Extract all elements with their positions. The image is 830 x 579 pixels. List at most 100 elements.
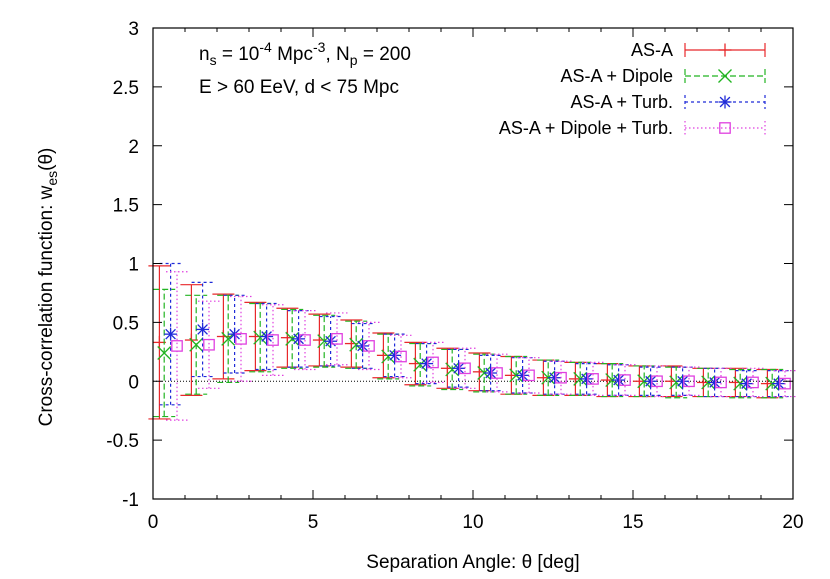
data-point: [331, 333, 343, 345]
data-point: [708, 375, 722, 389]
data-point: [196, 322, 210, 336]
x-axis-label: Separation Angle: θ [deg]: [366, 552, 579, 573]
series-layer: [148, 262, 796, 421]
data-point: [292, 332, 306, 346]
data-point: [363, 340, 375, 352]
error-bar: [550, 360, 572, 395]
error-bar: [166, 271, 188, 421]
error-bar: [633, 365, 656, 398]
data-point: [171, 340, 183, 352]
error-bar: [537, 359, 560, 396]
data-point: [420, 357, 434, 371]
data-point: [395, 350, 407, 363]
y-tick-label: 2: [128, 137, 139, 158]
y-axis-label-sub: es: [44, 171, 60, 186]
data-point: [427, 356, 439, 369]
y-tick-label: -1: [122, 490, 139, 511]
error-bar: [774, 370, 796, 398]
data-point: [548, 371, 562, 385]
error-bar: [422, 341, 444, 384]
data-point: [669, 375, 684, 390]
x-tick-label: 10: [462, 512, 483, 533]
error-bar: [569, 361, 592, 396]
error-bar: [390, 334, 412, 379]
data-point: [612, 373, 626, 387]
legend-marker: [718, 43, 732, 57]
annot-eq2: = 200: [358, 44, 411, 65]
annot-mid: , N: [325, 44, 349, 65]
data-point: [644, 374, 658, 388]
legend-marker: [719, 122, 731, 134]
error-bar: [313, 314, 336, 368]
error-bar: [678, 366, 700, 396]
data-point: [235, 333, 247, 345]
y-tick-label: 0: [128, 372, 139, 393]
x-tick-label: 15: [622, 512, 643, 533]
annot-eq1: = 10: [217, 44, 260, 65]
data-point: [388, 348, 402, 362]
data-point: [587, 373, 599, 385]
error-bar: [159, 262, 182, 406]
legend-label: AS-A + Turb.: [570, 92, 673, 112]
data-point: [228, 327, 242, 341]
data-point: [445, 362, 460, 377]
legend-label: AS-A: [631, 40, 673, 60]
y-tick-label: 2.5: [113, 78, 139, 99]
axis-ticks: [152, 27, 794, 500]
data-point: [484, 366, 498, 380]
error-bar: [249, 302, 272, 373]
error-bar: [710, 367, 732, 398]
data-point: [452, 361, 466, 375]
data-point: [580, 372, 594, 386]
y-tick-labels: -1 -0.5 0 0.5 1 1.5 2 2.5 3: [106, 19, 139, 511]
error-bar: [294, 310, 316, 371]
data-point: [516, 368, 530, 382]
annot-exp2: -3: [313, 39, 326, 55]
data-point: [267, 334, 279, 346]
data-point: [299, 334, 311, 346]
legend-entry: AS-A: [631, 40, 766, 60]
annot-n: n: [199, 44, 210, 65]
legend-label: AS-A + Dipole + Turb.: [499, 118, 673, 138]
series-2: [159, 262, 790, 406]
x-tick-label: 5: [308, 512, 319, 533]
y-tick-label: -0.5: [106, 431, 139, 452]
y-tick-label: 0.5: [113, 313, 139, 334]
y-tick-label: 1.5: [113, 196, 139, 217]
data-point: [555, 371, 567, 384]
data-point: [356, 339, 370, 353]
x-tick-label: 20: [782, 512, 803, 533]
annotation-line-1: ns = 10-4 Mpc-3, Np = 200: [199, 39, 411, 68]
data-point: [619, 374, 631, 386]
y-axis-label: Cross-correlation function: wes(θ): [36, 148, 60, 427]
annot-n-sub: s: [210, 52, 217, 68]
y-axis-label-main: Cross-correlation function: w: [36, 185, 57, 426]
error-bar: [479, 354, 502, 392]
data-point: [740, 377, 754, 391]
legend-label: AS-A + Dipole: [560, 66, 673, 86]
x-tick-label: 0: [148, 512, 159, 533]
data-point: [683, 375, 695, 388]
legend-entry: AS-A + Dipole: [560, 66, 766, 86]
data-point: [523, 369, 535, 382]
y-tick-label: 3: [128, 19, 139, 40]
error-bar: [383, 333, 406, 378]
error-bar: [582, 361, 604, 396]
data-point: [324, 334, 338, 348]
error-bar: [646, 365, 668, 398]
data-point: [413, 357, 428, 372]
data-point: [157, 346, 172, 360]
error-bar: [351, 322, 374, 369]
x-tick-labels: 0 5 10 15 20: [148, 512, 804, 533]
annot-unit: Mpc: [272, 44, 313, 65]
data-point: [651, 375, 663, 388]
legend-marker: [718, 95, 732, 109]
y-axis-label-tail: (θ): [36, 148, 57, 171]
data-point: [164, 327, 178, 341]
error-bar: [518, 357, 540, 394]
error-bar: [191, 281, 214, 378]
data-point: [260, 330, 274, 344]
error-bar: [217, 294, 240, 384]
